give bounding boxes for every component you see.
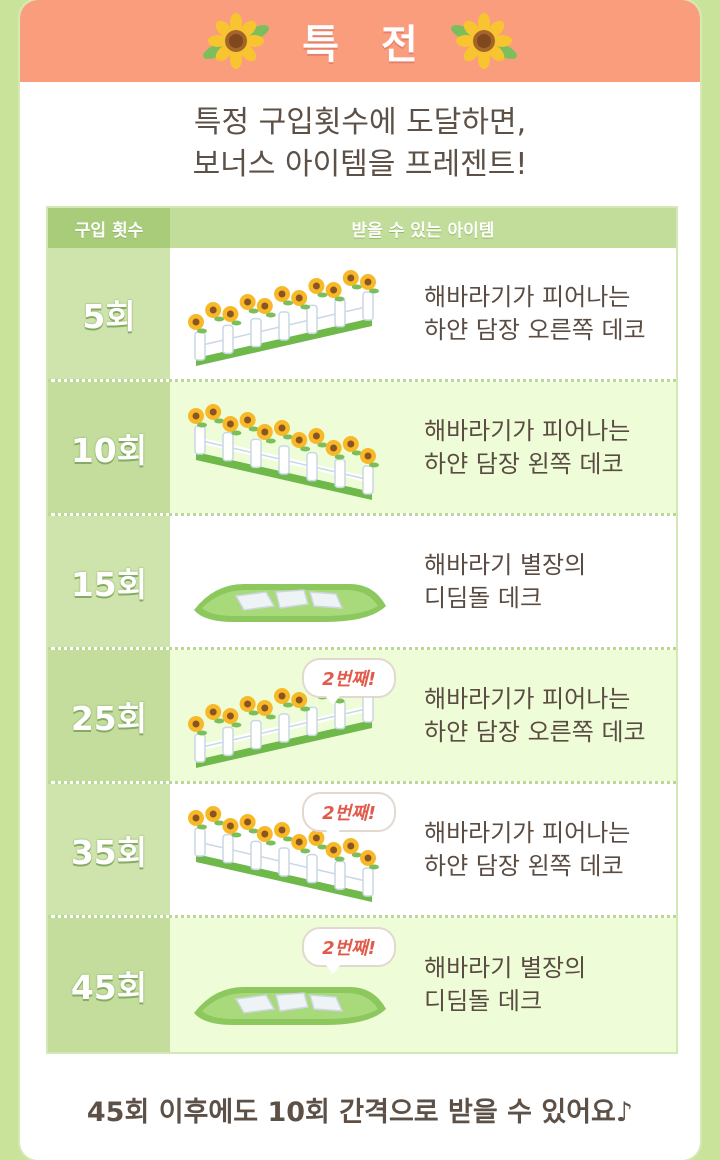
item-name-line-2: 하얀 담장 왼쪽 데코 [424,851,624,880]
purchase-count: 35회 [48,784,170,915]
item-name-line-1: 해바라기 별장의 [424,954,587,982]
table-header: 구입 횟수 받을 수 있는 아이템 [48,208,676,248]
page-title: 특 전 [302,22,432,68]
intro-line-2: 보너스 아이템을 프레젠트! [192,147,528,182]
item-name-line-1: 해바라기가 피어나는 [424,818,631,847]
repeat-badge: 2번째! [302,657,396,705]
stepping-stone-deck-icon: 2번째! [174,925,404,1045]
repeat-badge: 2번째! [302,927,396,974]
item-name-line-2: 하얀 담장 오른쪽 데코 [424,315,646,344]
purchase-count: 45회 [48,918,170,1052]
card-header: 특 전 [20,0,700,82]
sunflower-icon [450,13,517,69]
footer-note: 45회 이후에도 10회 간격으로 받을 수 있어요♪ [86,1097,634,1128]
sunflower-fence-right-icon [174,254,404,374]
sunflower-icon [203,13,270,69]
purchase-count: 5회 [48,248,170,379]
column-header-item: 받을 수 있는 아이템 [351,220,495,241]
sunflower-fence-left-icon [174,388,404,508]
item-name-line-2: 하얀 담장 왼쪽 데코 [424,449,624,478]
item-name-line-2: 하얀 담장 오른쪽 데코 [424,717,646,746]
item-name-line-1: 해바라기가 피어나는 [424,416,631,445]
column-header-count: 구입 횟수 [48,208,170,248]
item-name-line-1: 해바라기가 피어나는 [424,282,631,311]
item-name-line-2: 디딤돌 데크 [424,583,543,612]
intro-line-1: 특정 구입횟수에 도달하면, [193,105,527,140]
bonus-card: 특 전 특정 구입횟수에 도달하면, 보너스 [20,0,700,1160]
repeat-badge: 2번째! [302,791,396,839]
intro-text: 특정 구입횟수에 도달하면, 보너스 아이템을 프레젠트! [20,102,700,196]
purchase-count: 10회 [48,382,170,513]
purchase-count: 15회 [48,516,170,647]
sunflower-fence-left-icon: 2번째! [174,790,404,910]
stepping-stone-deck-icon [174,522,404,642]
item-name-line-1: 해바라기가 피어나는 [424,684,631,713]
item-name-line-2: 디딤돌 데크 [424,987,543,1015]
item-name-line-1: 해바라기 별장의 [424,550,587,579]
sunflower-fence-right-icon: 2번째! [174,656,404,776]
purchase-count: 25회 [48,650,170,781]
reward-table: 구입 횟수 받을 수 있는 아이템 5회 해바라기가 피어나는 하얀 담장 오른쪽 … [46,206,678,1054]
